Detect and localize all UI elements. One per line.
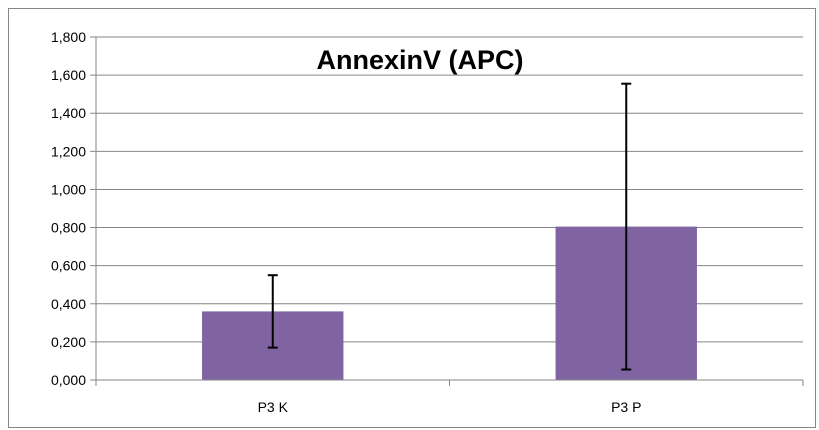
x-category-label: P3 P	[611, 399, 641, 415]
y-tick-label: 0,000	[51, 372, 86, 388]
y-tick-label: 0,800	[51, 220, 86, 236]
y-tick-label: 1,400	[51, 105, 86, 121]
gridlines	[96, 36, 803, 343]
error-bars	[267, 82, 632, 371]
x-axis-ticks: P3 K P3 P	[95, 380, 804, 415]
y-tick-label: 0,200	[51, 334, 86, 350]
y-tick-label: 1,600	[51, 67, 86, 83]
y-tick-label: 0,600	[51, 258, 86, 274]
x-category-label: P3 K	[258, 399, 289, 415]
y-tick-label: 1,000	[51, 181, 86, 197]
y-tick-label: 0,400	[51, 296, 86, 312]
y-axis-ticks: 0,000 0,200 0,400 0,600 0,800 1,000 1,200 1,400…	[51, 29, 96, 388]
y-tick-label: 1,200	[51, 143, 86, 159]
y-tick-label: 1,800	[51, 29, 86, 45]
chart-title: AnnexinV (APC)	[316, 45, 523, 75]
